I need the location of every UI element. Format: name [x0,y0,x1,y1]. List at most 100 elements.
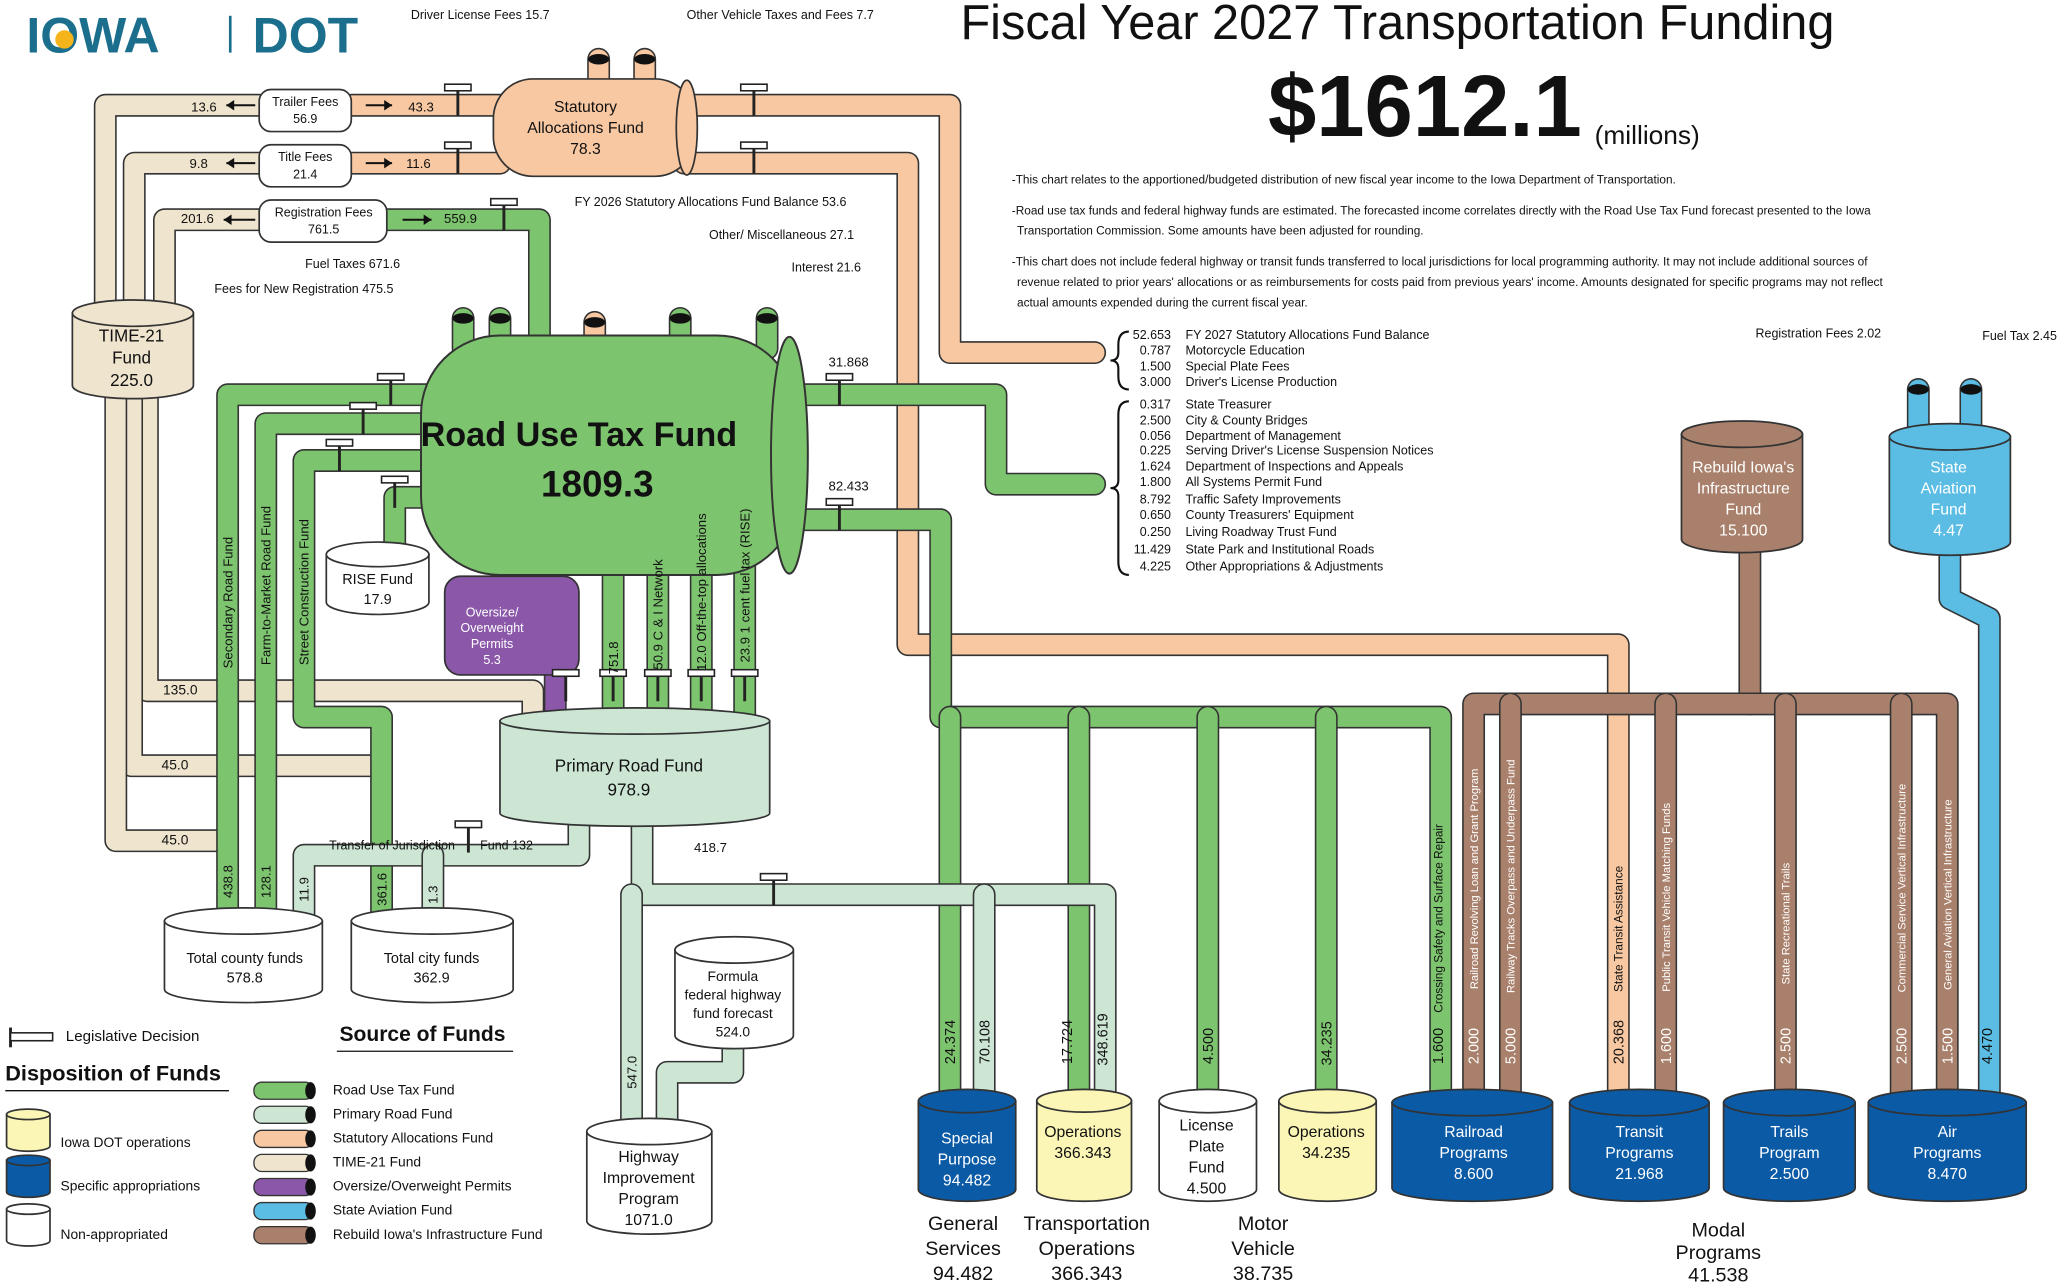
list-amount: 0.650 [1140,508,1171,522]
formula: 524.0 [716,1023,751,1039]
valve-handle [687,668,716,678]
legend-pipe [253,1177,314,1197]
fuel-tax-aviation: Fuel Tax 2.45 [1982,329,2057,343]
air-gavi-name: General Aviation Vertical Infrastructure [1943,799,1955,989]
saf-balance: FY 2026 Statutory Allocations Fund Balan… [575,195,847,209]
interest: Interest 21.6 [792,261,861,275]
legend-label: TIME-21 Fund [333,1154,421,1170]
registration-to-time: 201.6 [181,211,214,226]
pipe [217,384,445,931]
note: Transportation Commission. Some amounts … [1017,224,1424,238]
new-registration: Fees for New Registration 475.5 [214,282,393,296]
list-name: Department of Inspections and Appeals [1185,459,1403,473]
pipe [674,153,1629,1109]
tank [1568,1101,1710,1203]
title-fees: 21.4 [293,167,317,181]
aviation: 4.47 [1933,523,1964,540]
ops-general: 17.724 [1060,1020,1076,1064]
legislative: Legislative Decision [66,1028,200,1045]
legend-tank-top [5,1108,51,1121]
valve-handle [739,141,768,150]
trails: Program [1759,1145,1819,1162]
pipe [294,450,445,931]
list-name: State Park and Institutional Roads [1185,542,1374,556]
pipe [154,209,270,320]
hip: Highway [618,1149,679,1166]
tank-top [1680,420,1804,449]
legend-pipe [253,1129,314,1149]
special-purpose: 94.482 [943,1173,991,1190]
tank-top [1391,1088,1554,1117]
pipe [124,153,270,320]
transit: Programs [1605,1145,1673,1162]
mv-ops-amount: 34.235 [1319,1021,1335,1065]
list-amount: 4.225 [1140,559,1171,573]
other-vehicle: Other Vehicle Taxes and Fees 7.7 [687,8,874,22]
note: -Road use tax funds and federal highway … [1012,203,1871,217]
tank [325,553,430,616]
diagram-body: IOWA DOT Fiscal Year 2027 Transportation F… [5,0,2057,1286]
legend-label: Oversize/Overweight Permits [333,1178,512,1194]
saf: 78.3 [570,141,601,158]
oversize: Oversize/ [466,605,519,619]
legend-label: Road Use Tax Fund [333,1081,455,1097]
valve-handle [825,497,854,507]
valve-handle [443,141,472,150]
pipe [105,378,234,851]
air-csvi-name: Commercial Service Vertical Infrastructu… [1896,784,1908,993]
air-csvi-amount: 2.500 [1894,1028,1910,1064]
statutory-tank-end [675,79,699,176]
list-name: Motorcycle Education [1185,344,1304,358]
oversize: Overweight [460,621,524,635]
legend-pipe-cap [305,1226,316,1244]
logo-dot: DOT [253,8,359,64]
list-amount: 1.500 [1140,359,1171,373]
license-plate: Plate [1189,1138,1225,1155]
pipe [674,95,1105,363]
transit-sta-name: State Transit Assistance [1612,865,1626,992]
off-top: 12.0 Off-the-top allocations [694,513,709,671]
list-name: State Treasurer [1185,398,1271,412]
special-purpose: Purpose [938,1152,997,1169]
motor-vehicle: Motor [1238,1213,1289,1235]
legend-pipe-cap [305,1082,316,1100]
list-amount: 0.225 [1140,444,1171,458]
pipe [1939,536,2000,1109]
valve-handle [551,668,580,678]
pipe-outline [153,208,271,321]
title: Fiscal Year 2027 Transportation Funding [960,0,1834,50]
tank-top [917,1088,1017,1114]
tank [1158,1100,1258,1203]
general-services: 94.482 [933,1263,993,1285]
pipe [657,1036,743,1135]
list-name: Special Plate Fees [1185,359,1289,373]
valve-handle [599,668,628,678]
reg-fees-aviation: Registration Fees 2.02 [1755,326,1881,340]
mv-ops: 34.235 [1302,1145,1350,1162]
modal: 41.538 [1688,1264,1748,1286]
inlet-cap [452,313,474,324]
county: 578.8 [227,971,263,987]
tank [1867,1101,2028,1203]
hip: Program [618,1191,678,1208]
to-city-street: 361.6 [374,873,389,906]
valve-handle [349,401,378,410]
legend-pipe [253,1105,314,1125]
arrow-head [223,214,232,225]
tank [1722,1101,1856,1203]
railroad: Programs [1439,1145,1507,1162]
legend-tank-top [5,1203,51,1216]
city: Total city funds [384,951,480,967]
tank [1888,435,2012,557]
ops-prf: 348.619 [1096,1013,1112,1065]
disposition-heading: Disposition of Funds [5,1061,221,1086]
arrow-head [423,214,432,225]
pipe [121,378,385,776]
sp-general: 24.374 [943,1020,959,1064]
tank [71,312,195,400]
registration-fees: 761.5 [308,223,339,237]
arrow-head [226,99,235,111]
time-to-prf: 135.0 [163,681,198,697]
transfer-fund: Fund 132 [480,838,533,852]
